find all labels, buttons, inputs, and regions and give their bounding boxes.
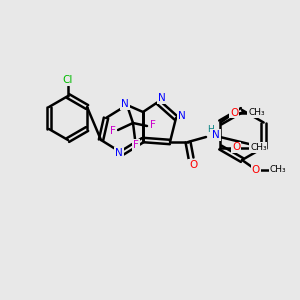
- Text: CH₃: CH₃: [248, 108, 265, 117]
- Text: N: N: [212, 130, 220, 140]
- Text: F: F: [150, 120, 156, 130]
- Text: F: F: [133, 140, 139, 150]
- Text: O: O: [189, 160, 197, 170]
- Text: O: O: [252, 165, 260, 175]
- Text: O: O: [232, 142, 241, 152]
- Text: N: N: [158, 93, 166, 103]
- Text: F: F: [110, 126, 116, 136]
- Text: N: N: [121, 99, 129, 109]
- Text: N: N: [115, 148, 123, 158]
- Text: CH₃: CH₃: [250, 143, 267, 152]
- Text: N: N: [178, 111, 186, 121]
- Text: O: O: [230, 107, 238, 118]
- Text: Cl: Cl: [63, 75, 73, 85]
- Text: CH₃: CH₃: [270, 166, 286, 175]
- Text: H: H: [208, 125, 214, 134]
